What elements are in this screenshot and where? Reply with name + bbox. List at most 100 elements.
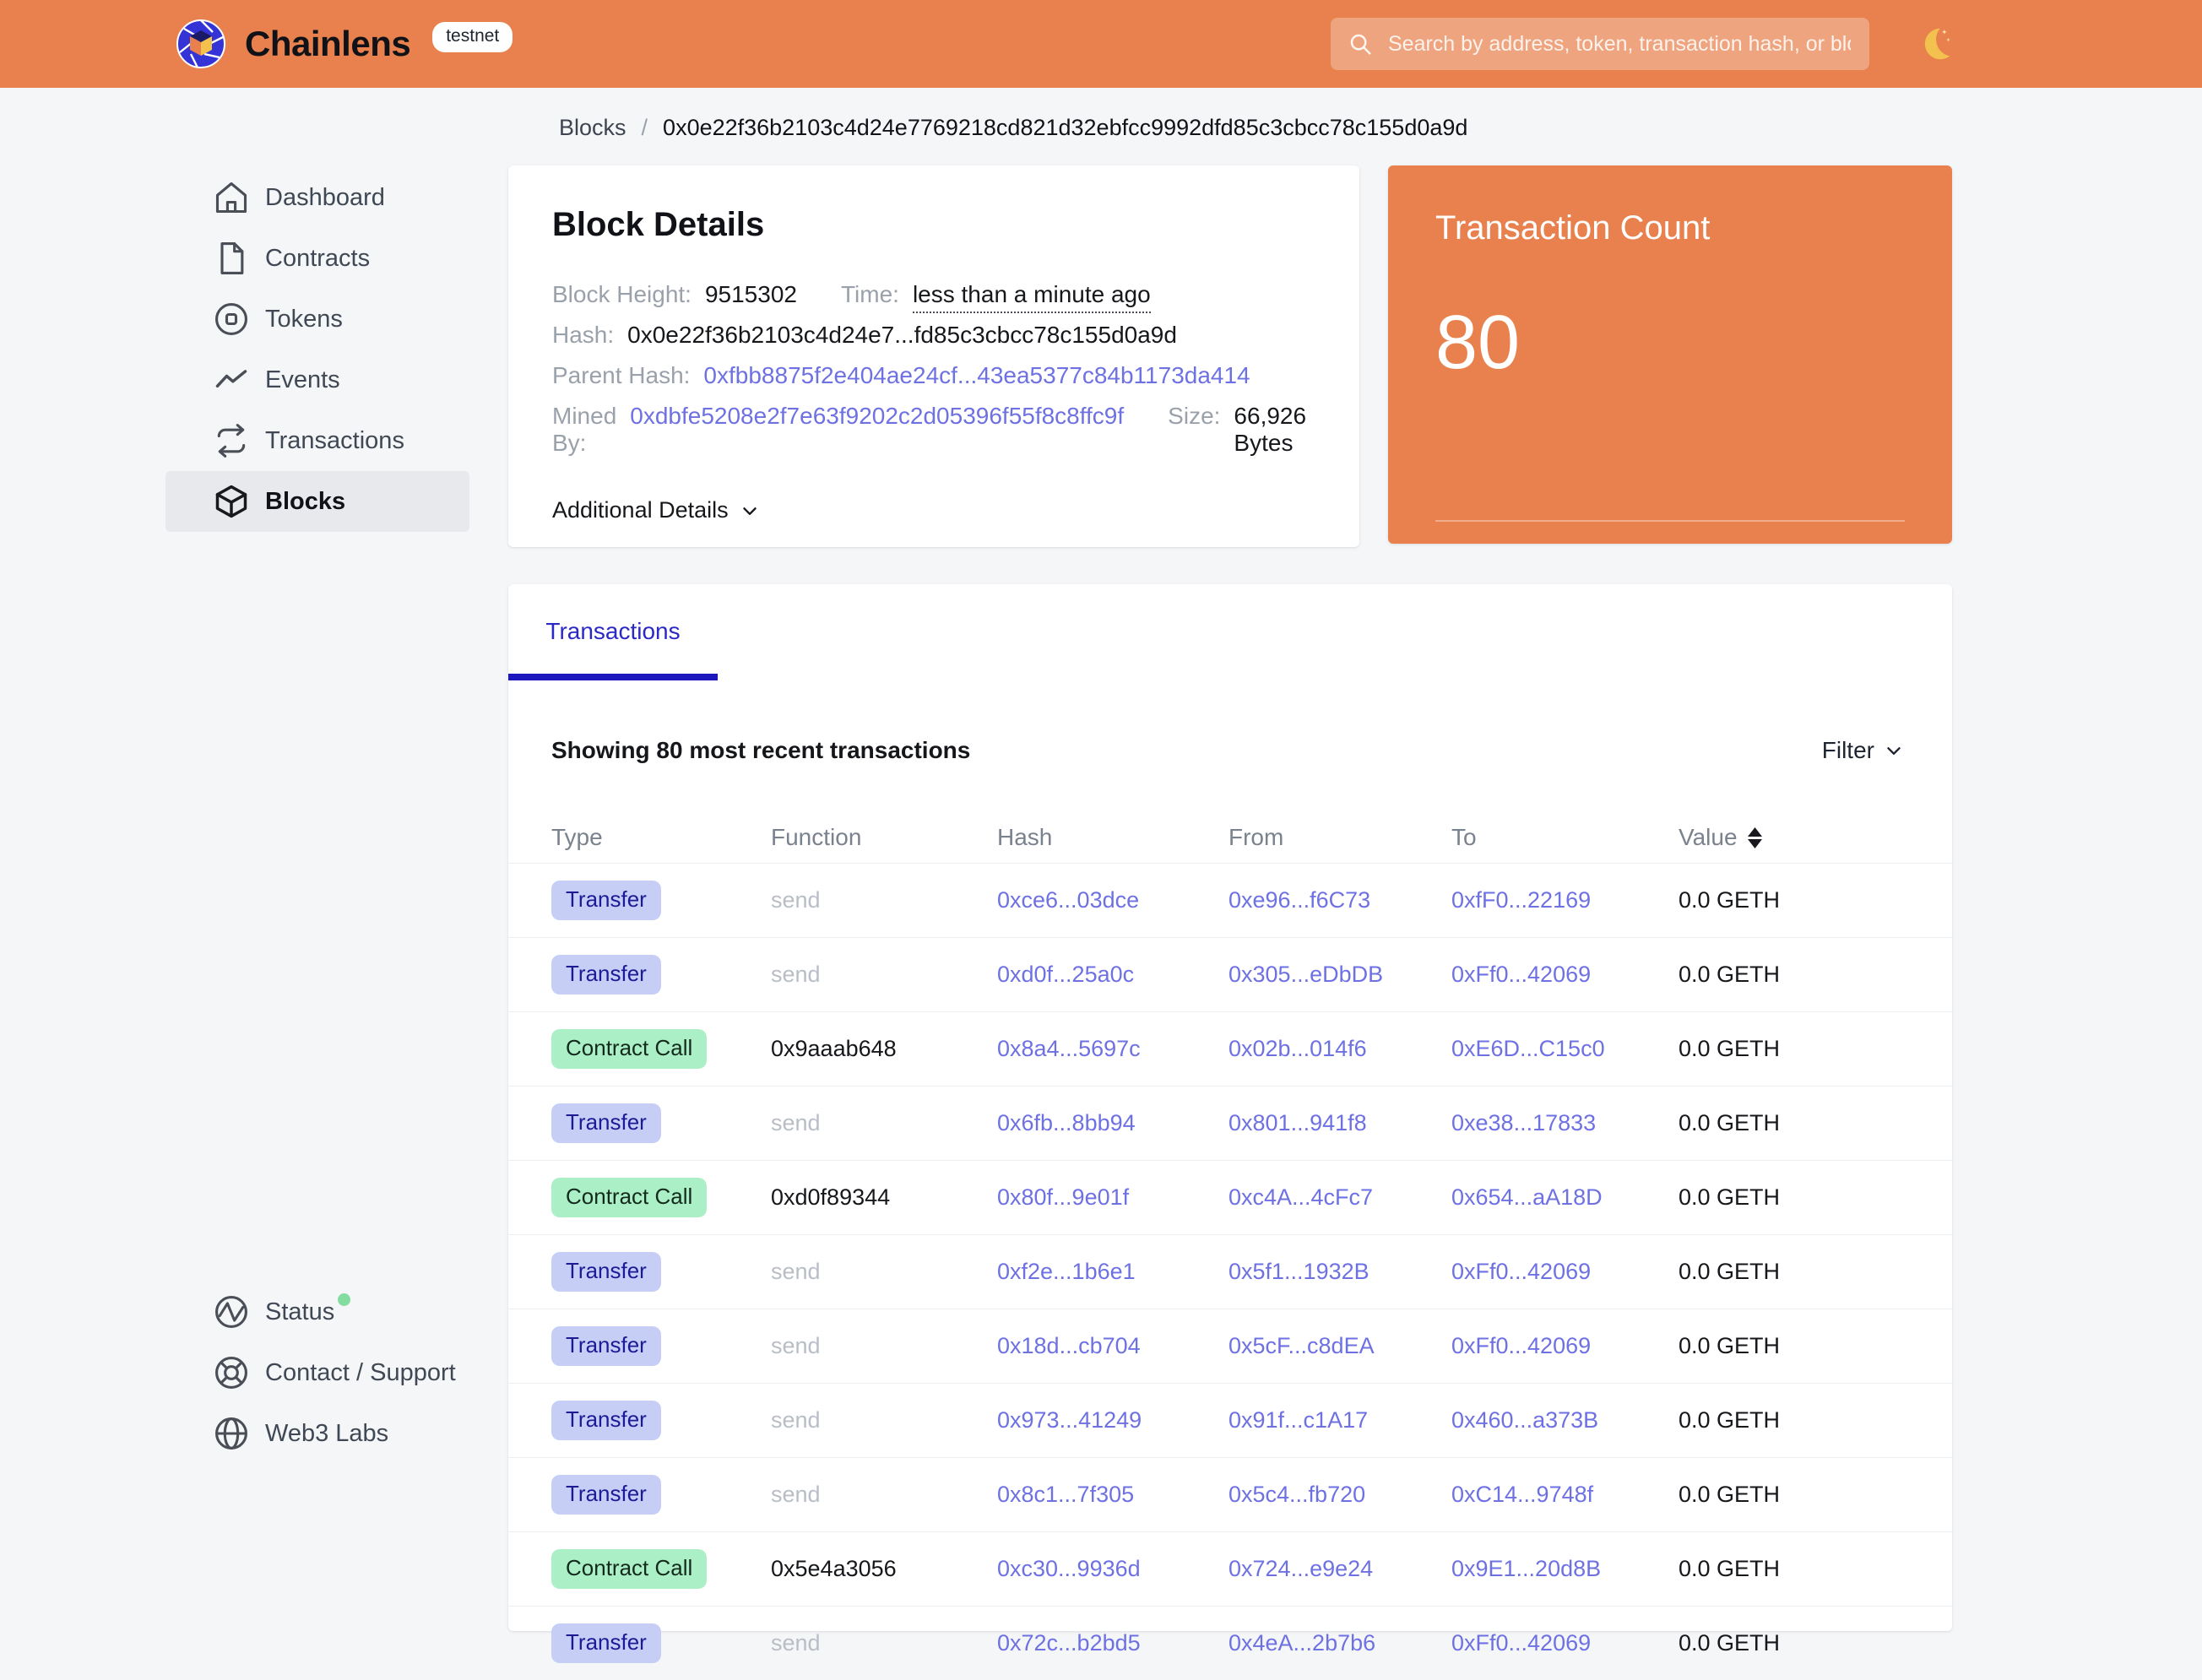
transactions-toolbar: Showing 80 most recent transactions Filt… [508,680,1952,765]
token-icon [213,301,250,338]
tx-type-badge: Transfer [551,1252,661,1292]
column-header-from: From [1228,824,1284,850]
tx-from-link[interactable]: 0x4eA...2b7b6 [1228,1630,1376,1656]
search-input[interactable] [1386,30,1852,57]
size-value: 66,926 Bytes [1234,403,1307,456]
sidebar-item-contact-support[interactable]: Contact / Support [165,1342,469,1403]
filter-label: Filter [1821,737,1874,763]
dark-mode-toggle[interactable] [1913,24,1955,66]
tx-from-link[interactable]: 0x5f1...1932B [1228,1259,1369,1284]
tx-function: send [771,1630,821,1656]
tx-to-link[interactable]: 0x460...a373B [1451,1407,1599,1433]
sidebar-item-web3-labs[interactable]: Web3 Labs [165,1403,469,1464]
tx-value: 0.0 GETH [1679,1407,1781,1433]
tx-hash-link[interactable]: 0x8c1...7f305 [997,1482,1135,1507]
sidebar-item-tokens[interactable]: Tokens [165,289,469,350]
tx-type-badge: Transfer [551,1326,661,1366]
tx-hash-link[interactable]: 0x6fb...8bb94 [997,1110,1136,1135]
tx-hash-link[interactable]: 0x80f...9e01f [997,1184,1130,1210]
transaction-row[interactable]: Transfer send 0xf2e...1b6e1 0x5f1...1932… [508,1234,1952,1309]
transaction-row[interactable]: Contract Call 0x5e4a3056 0xc30...9936d 0… [508,1531,1952,1606]
tx-value: 0.0 GETH [1679,1110,1781,1135]
filter-button[interactable]: Filter [1817,736,1910,765]
transaction-count-card: Transaction Count 80 [1388,165,1952,544]
tx-value: 0.0 GETH [1679,1630,1781,1656]
tx-hash-link[interactable]: 0xf2e...1b6e1 [997,1259,1136,1284]
transaction-row[interactable]: Transfer send 0x6fb...8bb94 0x801...941f… [508,1086,1952,1160]
transaction-row[interactable]: Transfer send 0xd0f...25a0c 0x305...eDbD… [508,937,1952,1011]
tx-from-link[interactable]: 0x305...eDbDB [1228,962,1384,987]
tx-hash-link[interactable]: 0x973...41249 [997,1407,1142,1433]
breadcrumb-blocks-link[interactable]: Blocks [559,115,626,140]
tx-to-link[interactable]: 0xFf0...42069 [1451,1630,1592,1656]
mined-by-link[interactable]: 0xdbfe5208e2f7e63f9202c2d05396f55f8c8ffc… [630,403,1125,429]
mined-by-row: Mined By: 0xdbfe5208e2f7e63f9202c2d05396… [552,403,1315,456]
tx-from-link[interactable]: 0x02b...014f6 [1228,1036,1367,1061]
globe-icon [213,1415,250,1452]
hash-label: Hash: [552,322,615,348]
tab-transactions[interactable]: Transactions [508,584,718,680]
tx-to-link[interactable]: 0xFf0...42069 [1451,962,1592,987]
additional-details-label: Additional Details [552,497,729,523]
tx-from-link[interactable]: 0x5c4...fb720 [1228,1482,1366,1507]
sidebar-item-events[interactable]: Events [165,350,469,410]
transaction-row[interactable]: Transfer send 0x72c...b2bd5 0x4eA...2b7b… [508,1606,1952,1680]
tx-value: 0.0 GETH [1679,1036,1781,1061]
sidebar-item-dashboard[interactable]: Dashboard [165,167,469,228]
column-header-type: Type [551,824,603,850]
sidebar-item-contracts[interactable]: Contracts [165,228,469,289]
tx-to-link[interactable]: 0xFf0...42069 [1451,1259,1592,1284]
tx-from-link[interactable]: 0x724...e9e24 [1228,1556,1374,1581]
tx-value: 0.0 GETH [1679,887,1781,913]
tx-from-link[interactable]: 0x91f...c1A17 [1228,1407,1369,1433]
sidebar-item-status[interactable]: Status [165,1282,469,1342]
tx-from-link[interactable]: 0xc4A...4cFc7 [1228,1184,1374,1210]
transaction-row[interactable]: Contract Call 0xd0f89344 0x80f...9e01f 0… [508,1160,1952,1234]
tx-to-link[interactable]: 0x9E1...20d8B [1451,1556,1602,1581]
sidebar-item-transactions[interactable]: Transactions [165,410,469,471]
tx-hash-link[interactable]: 0x8a4...5697c [997,1036,1141,1061]
transactions-card: Transactions Showing 80 most recent tran… [508,584,1952,1663]
tx-to-link[interactable]: 0xfF0...22169 [1451,887,1592,913]
tx-to-link[interactable]: 0xe38...17833 [1451,1110,1597,1135]
tx-to-link[interactable]: 0xC14...9748f [1451,1482,1594,1507]
tx-from-link[interactable]: 0xe96...f6C73 [1228,887,1371,913]
sidebar-item-blocks[interactable]: Blocks [165,471,469,532]
contract-icon [213,240,250,277]
column-header-hash: Hash [997,824,1053,850]
sidebar-item-label: Status [265,1293,351,1326]
tx-hash-link[interactable]: 0x18d...cb704 [997,1333,1141,1358]
time-value[interactable]: less than a minute ago [912,281,1151,313]
transaction-row[interactable]: Contract Call 0x9aaab648 0x8a4...5697c 0… [508,1011,1952,1086]
transaction-row[interactable]: Transfer send 0x8c1...7f305 0x5c4...fb72… [508,1457,1952,1531]
tx-hash-link[interactable]: 0xce6...03dce [997,887,1140,913]
block-height-label: Block Height: [552,281,692,307]
sort-icon[interactable] [1747,826,1762,848]
breadcrumb-separator: / [641,115,648,140]
tx-to-link[interactable]: 0xFf0...42069 [1451,1333,1592,1358]
additional-details-toggle[interactable]: Additional Details [552,497,1315,523]
tx-from-link[interactable]: 0x5cF...c8dEA [1228,1333,1375,1358]
tx-hash-link[interactable]: 0xd0f...25a0c [997,962,1135,987]
transactions-table-header: Type Function Hash From To Value [508,812,1952,863]
global-search[interactable] [1331,18,1869,70]
brand-home-link[interactable]: Chainlens testnet [176,0,513,88]
transaction-row[interactable]: Transfer send 0x18d...cb704 0x5cF...c8dE… [508,1309,1952,1383]
tx-hash-link[interactable]: 0x72c...b2bd5 [997,1630,1141,1656]
tx-from-link[interactable]: 0x801...941f8 [1228,1110,1367,1135]
tx-function: send [771,1259,821,1284]
transaction-row[interactable]: Transfer send 0xce6...03dce 0xe96...f6C7… [508,863,1952,937]
parent-hash-link[interactable]: 0xfbb8875f2e404ae24cf...43ea5377c84b1173… [703,362,1250,388]
tx-to-link[interactable]: 0x654...aA18D [1451,1184,1603,1210]
count-card-divider [1435,520,1905,522]
transaction-row[interactable]: Transfer send 0x973...41249 0x91f...c1A1… [508,1383,1952,1457]
sidebar-nav: Dashboard Contracts Tokens [165,167,469,532]
events-icon [213,361,250,398]
block-height-value: 9515302 [704,281,797,307]
tx-hash-link[interactable]: 0xc30...9936d [997,1556,1141,1581]
tx-value: 0.0 GETH [1679,962,1781,987]
tx-function: send [771,1407,821,1433]
tx-function: send [771,1482,821,1507]
sidebar-item-label: Contracts [265,244,371,272]
tx-to-link[interactable]: 0xE6D...C15c0 [1451,1036,1605,1061]
